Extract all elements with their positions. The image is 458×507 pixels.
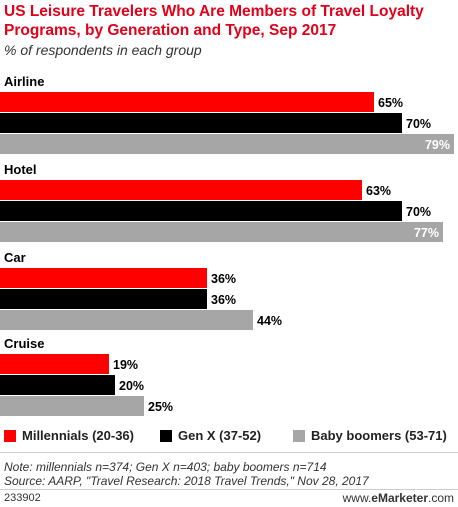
value-label-hotel-millennials: 63%: [366, 184, 391, 198]
value-label-car-boomers: 44%: [257, 314, 282, 328]
divider-bottom: [0, 489, 458, 490]
notes: Note: millennials n=374; Gen X n=403; ba…: [4, 460, 369, 488]
legend-label-genx: Gen X (37-52): [178, 428, 262, 443]
legend-swatch-genx: [160, 429, 172, 442]
brand-name: eMarketer: [371, 491, 428, 505]
category-label-hotel: Hotel: [4, 162, 37, 177]
brand-prefix: www.: [342, 491, 372, 505]
value-label-car-millennials: 36%: [211, 272, 236, 286]
chart-subtitle: % of respondents in each group: [4, 42, 202, 58]
bar-airline-genx: [0, 113, 402, 133]
value-label-airline-millennials: 65%: [378, 96, 403, 110]
bar-car-boomers: [0, 310, 253, 330]
category-label-airline: Airline: [4, 74, 44, 89]
bar-cruise-genx: [0, 375, 115, 395]
legend-item-boomers: Baby boomers (53-71): [293, 428, 447, 443]
value-label-hotel-boomers: 77%: [414, 226, 439, 240]
bar-car-genx: [0, 289, 207, 309]
chart-title: US Leisure Travelers Who Are Members of …: [4, 3, 424, 39]
value-label-cruise-genx: 20%: [119, 379, 144, 393]
legend-label-boomers: Baby boomers (53-71): [311, 428, 447, 443]
legend-item-genx: Gen X (37-52): [160, 428, 261, 443]
value-label-hotel-genx: 70%: [406, 205, 431, 219]
source-text: Source: AARP, "Travel Research: 2018 Tra…: [4, 474, 369, 488]
bar-chart: Airline65%70%79%Hotel63%70%77%Car36%36%4…: [0, 74, 454, 416]
brand-suffix: .com: [427, 491, 454, 505]
legend-label-millennials: Millennials (20-36): [22, 428, 134, 443]
category-label-cruise: Cruise: [4, 336, 44, 351]
bar-airline-millennials: [0, 92, 374, 112]
bar-cruise-millennials: [0, 354, 109, 374]
legend-item-millennials: Millennials (20-36): [4, 428, 134, 443]
value-label-airline-genx: 70%: [406, 117, 431, 131]
brand-logo: www.eMarketer.com: [343, 491, 454, 505]
bar-hotel-boomers: [0, 222, 443, 242]
chart-id: 233902: [4, 492, 41, 504]
divider-top: [0, 452, 458, 453]
legend-swatch-millennials: [4, 429, 16, 442]
note-text: Note: millennials n=374; Gen X n=403; ba…: [4, 460, 327, 474]
legend: Millennials (20-36) Gen X (37-52) Baby b…: [0, 428, 458, 446]
category-label-car: Car: [4, 250, 26, 265]
bar-car-millennials: [0, 268, 207, 288]
legend-swatch-boomers: [293, 429, 305, 442]
value-label-cruise-millennials: 19%: [113, 358, 138, 372]
bar-airline-boomers: [0, 134, 454, 154]
value-label-airline-boomers: 79%: [425, 138, 450, 152]
value-label-cruise-boomers: 25%: [148, 400, 173, 414]
bar-cruise-boomers: [0, 396, 144, 416]
bar-hotel-millennials: [0, 180, 362, 200]
bar-hotel-genx: [0, 201, 402, 221]
value-label-car-genx: 36%: [211, 293, 236, 307]
